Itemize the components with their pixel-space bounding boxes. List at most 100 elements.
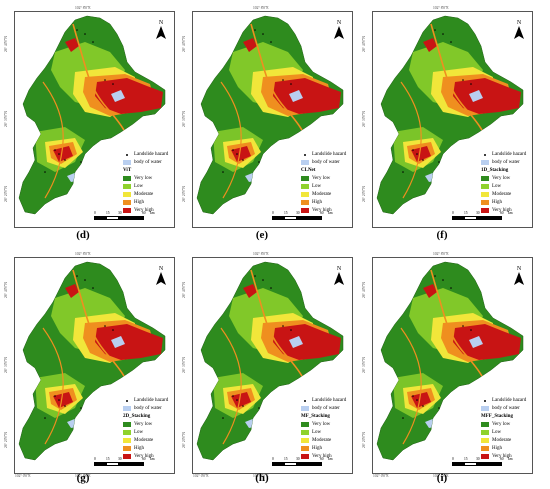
coord-top-label: 102° 8'0"E	[433, 6, 449, 10]
legend-class-row: Very high	[123, 208, 154, 213]
hazard-point-icon	[484, 399, 486, 402]
class-swatch	[301, 208, 309, 213]
legend-class-label: Moderate	[312, 438, 332, 443]
scale-tick-label: 0	[94, 457, 96, 461]
scale-segment	[118, 462, 144, 466]
scale-tick-label: 15	[106, 457, 110, 461]
hazard-map	[376, 15, 524, 215]
legend-hazard-label: Landslide hazard	[312, 398, 347, 403]
legend-class-row: Low	[481, 430, 501, 435]
legend-class-label: High	[134, 200, 144, 205]
legend-class-label: Moderate	[312, 192, 332, 197]
coord-left-label: 26° 30'0"N	[4, 111, 8, 128]
legend-class-row: High	[481, 200, 502, 205]
class-swatch	[123, 184, 131, 189]
north-label: N	[516, 266, 522, 272]
north-label: N	[516, 20, 522, 26]
coord-bottom-label: 102° 8'0"E	[253, 474, 269, 478]
panel-label: (e)	[255, 229, 269, 241]
scale-tick-label: 15	[464, 211, 468, 215]
class-swatch	[123, 192, 131, 197]
legend-class-label: Moderate	[492, 192, 512, 197]
scale-tick-label: 60	[500, 211, 504, 215]
legend-water-row: body of water	[301, 406, 340, 411]
legend-hazard-label: Landslide hazard	[134, 398, 169, 403]
map-frame	[192, 257, 353, 474]
legend-class-row: Very high	[301, 454, 332, 459]
legend-class-row: Very low	[301, 176, 330, 181]
map-panel: 102° 8'0"E 26° 40'0"N 26° 30'0"N 26° 20'0"N…	[362, 6, 535, 228]
scale-tick-label: 60	[320, 457, 324, 461]
class-swatch	[301, 192, 309, 197]
legend-class-row: High	[301, 446, 322, 451]
legend-water-label: body of water	[492, 160, 520, 165]
legend-class-row: High	[301, 200, 322, 205]
coord-left-label: 26° 30'0"N	[182, 111, 186, 128]
legend-hazard-row: Landslide hazard	[123, 398, 168, 403]
legend-class-label: Very high	[312, 454, 332, 459]
map-frame	[14, 257, 175, 474]
legend-water-row: body of water	[123, 406, 162, 411]
map-panel: 102° 8'0"E 26° 40'0"N 26° 30'0"N 26° 20'0"N…	[4, 6, 177, 228]
legend-class-row: Very high	[481, 208, 512, 213]
scale-tick-label: 60	[320, 211, 324, 215]
north-label: N	[336, 20, 342, 26]
coord-top-label: 102° 8'0"E	[253, 252, 269, 256]
water-swatch	[301, 160, 309, 165]
map-panel: 102° 8'0"E 26° 40'0"N 26° 30'0"N 26° 20'0"N…	[182, 6, 355, 228]
scale-segment	[296, 216, 322, 220]
legend-class-row: Moderate	[481, 192, 511, 197]
scale-segment	[476, 462, 502, 466]
hazard-point-icon	[304, 399, 306, 402]
legend-class-row: Low	[123, 430, 143, 435]
legend-class-row: Moderate	[123, 438, 153, 443]
water-swatch	[481, 406, 489, 411]
class-swatch	[301, 438, 309, 443]
legend-class-row: High	[123, 200, 144, 205]
legend-class-row: Very low	[123, 176, 152, 181]
coord-left-label: 26° 40'0"N	[182, 282, 186, 299]
class-swatch	[481, 446, 489, 451]
legend-class-label: Low	[134, 184, 144, 189]
class-swatch	[481, 176, 489, 181]
north-arrow-icon: N	[155, 266, 167, 286]
legend-hazard-label: Landslide hazard	[492, 152, 527, 157]
legend-water-label: body of water	[492, 406, 520, 411]
class-swatch	[301, 176, 309, 181]
map-frame	[14, 11, 175, 228]
class-swatch	[123, 176, 131, 181]
legend-class-label: High	[312, 200, 322, 205]
coord-left-label: 26° 30'0"N	[4, 357, 8, 374]
legend-water-row: body of water	[481, 160, 520, 165]
coord-left-label: 26° 40'0"N	[4, 36, 8, 53]
scale-unit-label: km	[328, 457, 333, 461]
legend-class-label: Very low	[134, 422, 153, 427]
class-swatch	[481, 192, 489, 197]
scale-unit-label: km	[508, 457, 513, 461]
coord-left-label: 26° 20'0"N	[4, 432, 8, 449]
hazard-map	[376, 261, 524, 461]
class-swatch	[123, 208, 131, 213]
legend-class-label: Moderate	[134, 192, 154, 197]
coord-bottom-label: 102° 8'0"E	[433, 474, 449, 478]
legend-class-label: Very low	[312, 176, 331, 181]
class-swatch	[123, 438, 131, 443]
legend-class-row: High	[481, 446, 502, 451]
legend-class-row: Low	[123, 184, 143, 189]
method-title: 2D_Stacking	[123, 414, 151, 419]
coord-left-label: 26° 20'0"N	[362, 432, 366, 449]
method-title: ViT	[123, 168, 132, 173]
class-swatch	[123, 446, 131, 451]
legend-class-row: Moderate	[123, 192, 153, 197]
legend-hazard-row: Landslide hazard	[301, 152, 346, 157]
legend-hazard-label: Landslide hazard	[492, 398, 527, 403]
north-arrow-icon: N	[513, 20, 525, 40]
class-swatch	[123, 200, 131, 205]
hazard-point-icon	[484, 153, 486, 156]
legend-class-label: Low	[312, 430, 322, 435]
class-swatch	[481, 438, 489, 443]
legend-class-label: High	[312, 446, 322, 451]
legend-class-label: High	[492, 200, 502, 205]
class-swatch	[301, 454, 309, 459]
panel-label: (f)	[436, 229, 448, 241]
